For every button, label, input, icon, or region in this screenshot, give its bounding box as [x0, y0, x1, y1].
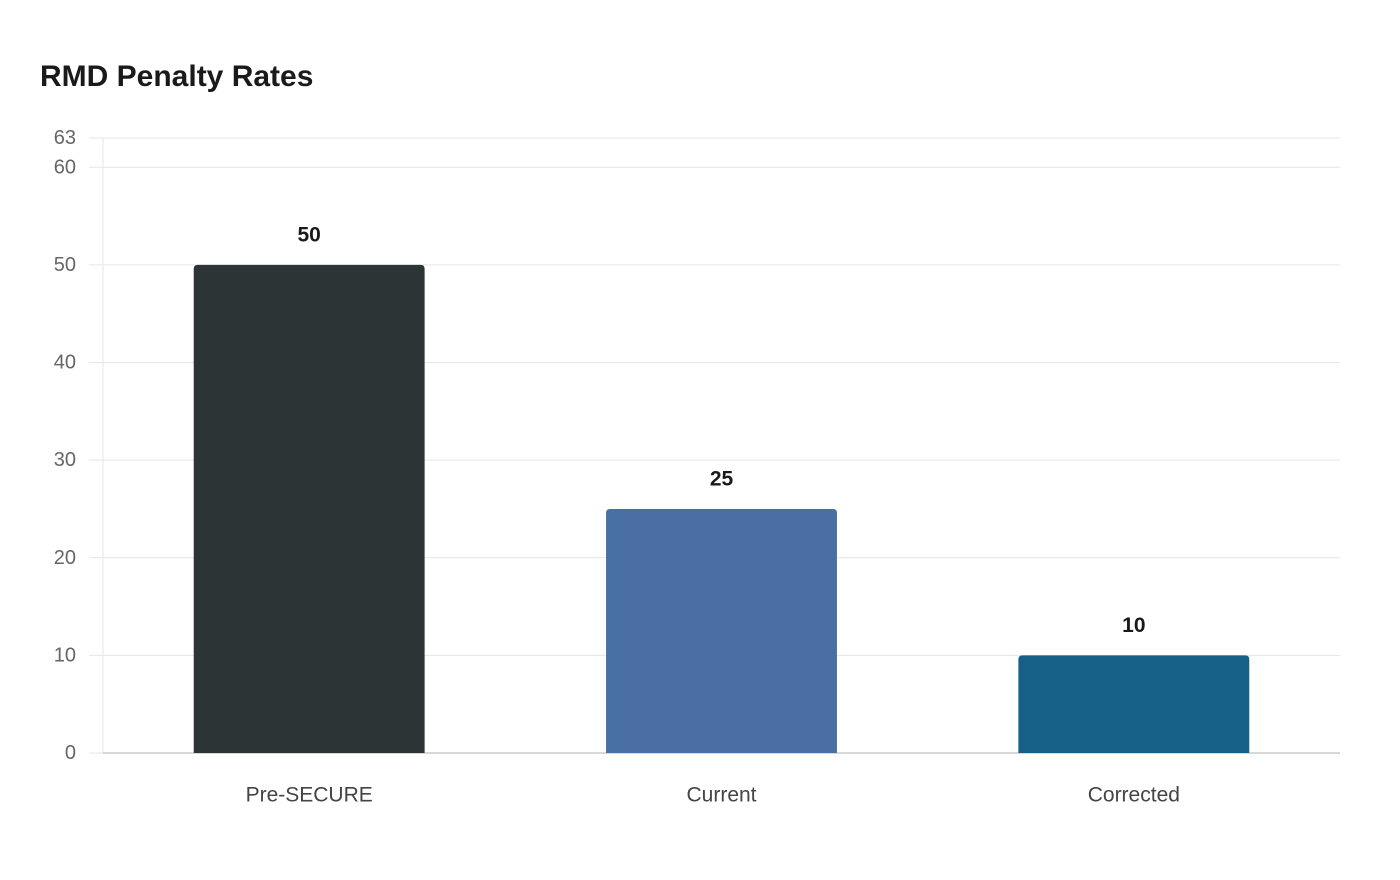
axes: 0 10 20 30 40 50 60 63: [54, 127, 1340, 764]
labels: 50 Pre-SECURE 25 Current 10 Corrected: [246, 223, 1180, 806]
bars: [193, 264, 1250, 753]
data-label: 25: [710, 467, 734, 490]
y-tick-label: 0: [65, 742, 76, 764]
chart-title: RMD Penalty Rates: [40, 60, 314, 93]
y-tick-label: 50: [54, 254, 76, 276]
bar-pre-secure: [193, 264, 425, 753]
bar-corrected: [1018, 655, 1250, 753]
y-tick-label: 10: [54, 644, 76, 666]
bar-current: [606, 508, 837, 753]
y-tick-label: 20: [54, 547, 76, 569]
data-label: 50: [297, 223, 320, 246]
y-tick-label: 63: [54, 127, 76, 149]
y-tick-label: 30: [54, 449, 76, 471]
x-tick-label: Current: [686, 784, 756, 807]
y-tick-label: 40: [54, 352, 76, 374]
data-label: 10: [1122, 614, 1145, 637]
x-tick-label: Pre-SECURE: [246, 784, 373, 807]
x-tick-label: Corrected: [1088, 784, 1180, 807]
y-tick-label: 60: [54, 156, 76, 178]
